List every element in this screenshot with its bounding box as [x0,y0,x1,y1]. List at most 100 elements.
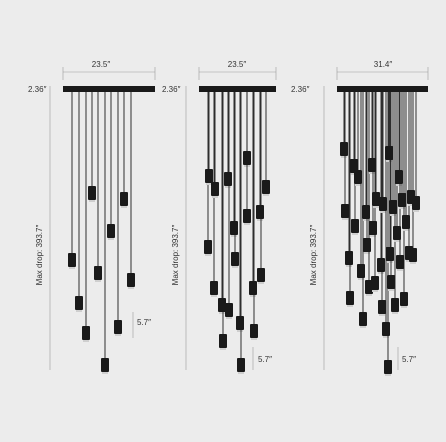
width-label: 31.4″ [374,60,393,69]
pendant-lens [220,348,226,350]
pendant-light [378,300,386,314]
pendant-light [359,312,367,326]
pendant-light [230,221,238,235]
pendant-height-label: 5.7″ [258,355,272,364]
pendant-lens [115,334,121,336]
pendant-lens [102,372,108,374]
pendant-lens [225,186,231,188]
pendant-lens [373,206,379,208]
pendant-lens [237,330,243,332]
canopy [337,86,428,92]
pendant-light [346,291,354,305]
pendant-group [68,92,135,374]
pendant-light [249,281,257,295]
pendant-lens [257,219,263,221]
pendant-light [372,192,380,206]
pendant-light [379,197,387,211]
pendant-light [400,292,408,306]
pendant-lens [397,269,403,271]
canopy [199,86,276,92]
pendant-lens [366,294,372,296]
pendant-lens [258,282,264,284]
pendant-lens [383,336,389,338]
pendant-light [219,334,227,348]
pendant-light [210,281,218,295]
pendant-light [88,186,96,200]
max-drop-label: Max drop: 393.7″ [309,225,318,286]
pendant-light [256,205,264,219]
pendant-light [369,221,377,235]
pendant-light [385,146,393,160]
pendant-lens [212,196,218,198]
pendant-lens [205,254,211,256]
pendant-lens [369,172,375,174]
pendant-light [377,258,385,272]
pendant-light [120,192,128,206]
pendant-lens [390,214,396,216]
pendant-height-label: 5.7″ [402,355,416,364]
pendant-lens [360,326,366,328]
pendant-lens [378,272,384,274]
pendant-light [68,253,76,267]
pendant-lens [95,280,101,282]
pendant-lens [232,266,238,268]
pendant-light [75,296,83,310]
pendant-lens [69,267,75,269]
pendant-lens [358,278,364,280]
pendant-light [371,276,379,290]
pendant-light [257,268,265,282]
pendant-light [357,264,365,278]
pendant-lens [244,223,250,225]
pendant-light [398,193,406,207]
pendant-light [368,158,376,172]
pendant-lens [385,374,391,376]
pendant-lens [370,235,376,237]
pendant-lens [396,184,402,186]
pendant-light [127,273,135,287]
pendant-light [211,182,219,196]
pendant-light [345,251,353,265]
pendant-lens [408,204,414,206]
width-label: 23.5″ [92,60,111,69]
pendant-lens [352,233,358,235]
pendant-light [262,180,270,194]
pendant-lens [219,312,225,314]
pendant-light [387,275,395,289]
pendant-light [384,360,392,374]
pendant-light [231,252,239,266]
pendant-lens [399,207,405,209]
max-drop-label: Max drop: 393.7″ [171,225,180,286]
pendant-lens [401,306,407,308]
pendant-light [402,215,410,229]
width-label: 23.5″ [228,60,247,69]
pendant-lens [108,238,114,240]
pendant-lens [413,210,419,212]
pendant-lens [76,310,82,312]
pendant-light [351,219,359,233]
pendant-light [354,170,362,184]
pendant-lens [346,265,352,267]
pendant-lens [263,194,269,196]
pendant-lens [387,261,393,263]
pendant-lens [347,305,353,307]
pendant-light [391,298,399,312]
max-drop-label: Max drop: 393.7″ [35,225,44,286]
pendant-lens [89,200,95,202]
pendant-light [224,172,232,186]
pendant-light [205,169,213,183]
pendant-light [243,209,251,223]
pendant-lens [342,218,348,220]
canopy [63,86,155,92]
canopy-height-label: 2.36″ [28,85,47,94]
fixture-3: 31.4″ 2.36″ Max drop: 393.7″ 5.7″ [291,60,429,376]
pendant-light [393,226,401,240]
pendant-light [82,326,90,340]
pendant-light [395,170,403,184]
pendant-light [389,200,397,214]
pendant-lens [394,240,400,242]
pendant-light [350,159,358,173]
pendant-lens [231,235,237,237]
pendant-height-label: 5.7″ [137,318,151,327]
pendant-lens [372,290,378,292]
